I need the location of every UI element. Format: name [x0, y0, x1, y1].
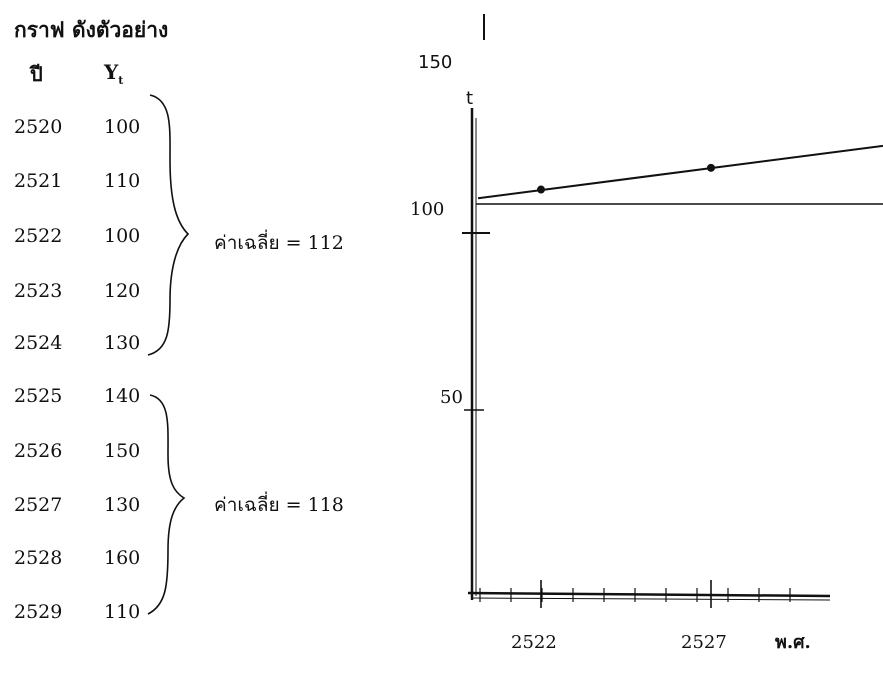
column-header-value: Yt [104, 60, 123, 87]
average-group-1: ค่าเฉลี่ย = 112 [214, 228, 344, 258]
table-cell-year: 2528 [14, 547, 63, 569]
table-cell-year: 2527 [14, 494, 63, 516]
table-cell-year: 2526 [14, 440, 63, 462]
column-header-value-subscript: t [118, 74, 124, 87]
average-group-2: ค่าเฉลี่ย = 118 [214, 490, 344, 520]
x-tick-label: 2522 [511, 632, 557, 653]
average-label-1: ค่าเฉลี่ย [214, 232, 280, 254]
average-value-2: = 118 [285, 494, 344, 516]
x-axis-inner [471, 597, 831, 601]
x-axis [467, 591, 831, 598]
table-cell-value: 130 [104, 494, 141, 516]
table-cell-year: 2520 [14, 116, 63, 138]
table-cell-value: 150 [104, 440, 141, 462]
table-cell-year: 2521 [14, 170, 63, 192]
table-cell-value: 160 [104, 547, 141, 569]
table-cell-year: 2529 [14, 601, 63, 623]
table-cell-value: 110 [104, 170, 141, 192]
table-cell-value: 100 [104, 116, 141, 138]
table-cell-year: 2524 [14, 332, 63, 354]
table-cell-value: 130 [104, 332, 141, 354]
average-value-1: = 112 [285, 232, 344, 254]
trend-point [537, 185, 545, 194]
trend-line [477, 144, 883, 200]
y-tick-label: 100 [410, 199, 444, 220]
table-cell-value: 140 [104, 385, 141, 407]
column-header-year: ปี [30, 62, 43, 86]
table-cell-year: 2523 [14, 280, 63, 302]
table-cell-year: 2522 [14, 225, 63, 247]
trend-point [707, 163, 715, 172]
table-cell-value: 120 [104, 280, 141, 302]
y-tick-label: 50 [440, 387, 463, 408]
average-label-2: ค่าเฉลี่ย [214, 494, 280, 516]
x-tick-label: 2527 [681, 632, 727, 653]
y-axis-mark: t [466, 88, 473, 109]
table-cell-year: 2525 [14, 385, 63, 407]
brace-group-1 [147, 94, 190, 356]
page-title: กราฟ ดังตัวอย่าง [14, 17, 169, 42]
table-cell-value: 100 [104, 225, 141, 247]
table-cell-value: 110 [104, 601, 141, 623]
y-tick-label: 150 [418, 52, 452, 73]
brace-group-2 [147, 394, 186, 615]
x-axis-label: พ.ศ. [775, 632, 811, 653]
column-header-value-label: Y [104, 60, 119, 84]
